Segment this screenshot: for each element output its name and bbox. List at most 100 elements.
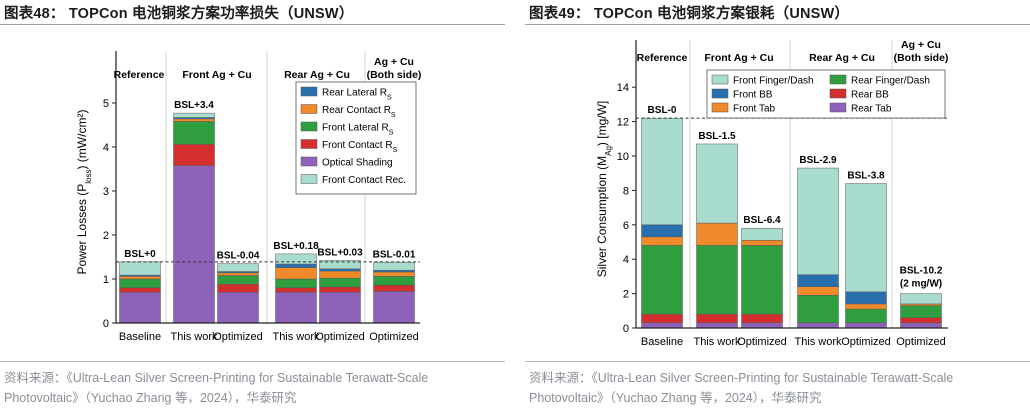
bar-segment-rear-finger-dash bbox=[845, 308, 887, 324]
bar-segment-rear-finger-dash bbox=[696, 245, 738, 315]
x-tick-label: This work bbox=[170, 331, 218, 343]
bar-segment-front-contact-rec bbox=[173, 112, 215, 118]
group-header: Ag + Cu (Both side) bbox=[894, 39, 949, 64]
bar-segment-rear-lateral-rs bbox=[319, 268, 361, 272]
legend-box bbox=[706, 69, 946, 119]
y-tick-label: 0 bbox=[103, 318, 109, 330]
bar-segment-optical-shading bbox=[173, 165, 215, 324]
bar-segment-front-lateral-rs bbox=[217, 275, 259, 285]
legend-swatch-front-tab bbox=[711, 102, 729, 113]
legend-label-rear-tab: Rear Tab bbox=[851, 104, 892, 115]
legend-swatch-optical-shading bbox=[300, 156, 318, 167]
bar-segment-rear-lateral-rs bbox=[373, 269, 415, 273]
y-tick-label: 10 bbox=[617, 151, 629, 163]
bar-segment-front-lateral-rs bbox=[275, 278, 317, 289]
x-tick-label: Optimized bbox=[841, 336, 891, 348]
bar-segment-rear-finger-dash bbox=[797, 295, 839, 324]
bar-segment-rear-contact-rs bbox=[275, 267, 317, 280]
y-axis-label: Power Losses (Ploss) (mW/cm²) bbox=[75, 110, 93, 275]
x-tick-label: This work bbox=[272, 331, 320, 343]
legend-swatch-front-finger-dash bbox=[711, 74, 729, 85]
y-tick-label: 0 bbox=[623, 323, 629, 335]
chart-legend: Rear Lateral RS Rear Contact RS Front Late… bbox=[295, 81, 417, 195]
figure-48-top-rule bbox=[0, 24, 505, 25]
legend-swatch-front-lateral-rs bbox=[300, 121, 318, 132]
y-tick-label: 4 bbox=[103, 142, 109, 154]
bar-segment-front-lateral-rs bbox=[373, 276, 415, 286]
bar-segment-rear-contact-rs bbox=[319, 270, 361, 279]
bar-segment-rear-contact-rs bbox=[373, 271, 415, 277]
bar-segment-front-tab bbox=[797, 286, 839, 296]
figure-48-title: 图表48： TOPCon 电池铜浆方案功率损失（UNSW） bbox=[4, 6, 354, 22]
bar-segment-rear-contact-rs bbox=[119, 276, 161, 280]
bar-segment-rear-bb bbox=[641, 313, 683, 324]
bar-segment-rear-tab bbox=[797, 322, 839, 329]
bar-segment-optical-shading bbox=[319, 291, 361, 324]
figure-49-title: 图表49： TOPCon 电池铜浆方案银耗（UNSW） bbox=[529, 6, 850, 22]
legend-swatch-rear-bb bbox=[829, 88, 847, 99]
legend-swatch-front-contact-rec bbox=[300, 174, 318, 184]
bar-segment-front-contact-rec bbox=[319, 260, 361, 270]
bar-segment-front-contact-rec bbox=[373, 262, 415, 271]
y-tick-label: 2 bbox=[623, 289, 629, 301]
bar-segment-optical-shading bbox=[217, 291, 259, 324]
figure-48-bottom-rule bbox=[0, 361, 505, 362]
bar-segment-front-tab bbox=[900, 303, 942, 306]
legend-label-front-bb: Front BB bbox=[733, 90, 773, 101]
bar-segment-rear-tab bbox=[900, 322, 942, 329]
x-tick-label: This work bbox=[794, 336, 842, 348]
x-tick-label: Optimized bbox=[213, 331, 263, 343]
y-tick-label: 5 bbox=[103, 98, 109, 110]
figure-49-source: 资料来源：《Ultra-Lean Silver Screen-Printing … bbox=[529, 371, 954, 405]
bar-segment-rear-tab bbox=[696, 322, 738, 329]
bar-data-label: BSL+0.18 bbox=[273, 241, 319, 252]
legend-swatch-rear-finger-dash bbox=[829, 74, 847, 85]
bar-segment-front-contact-rs bbox=[319, 286, 361, 293]
legend-label-front-lateral-rs: Front Lateral RS bbox=[322, 123, 394, 137]
bar-data-label: BSL-2.9 bbox=[799, 155, 837, 166]
bar-data-label: BSL-1.5 bbox=[698, 131, 736, 142]
bar-segment-front-contact-rs bbox=[119, 287, 161, 293]
bar-segment-front-bb bbox=[641, 224, 683, 238]
bar-segment-front-lateral-rs bbox=[173, 121, 215, 145]
legend-label-rear-lateral-rs: Rear Lateral RS bbox=[322, 88, 392, 102]
figure-48-source: 资料来源：《Ultra-Lean Silver Screen-Printing … bbox=[4, 371, 429, 405]
bar-data-label: BSL-10.2 (2 mg/W) bbox=[900, 266, 943, 290]
y-tick-label: 3 bbox=[103, 186, 109, 198]
x-tick-label: This work bbox=[693, 336, 741, 348]
group-header: Rear Ag + Cu bbox=[284, 69, 350, 81]
legend-label-optical-shading: Optical Shading bbox=[322, 158, 393, 169]
legend-label-front-contact-rs: Front Contact RS bbox=[322, 140, 398, 154]
bar-segment-front-finger-dash bbox=[641, 117, 683, 226]
bar-segment-optical-shading bbox=[373, 291, 415, 324]
x-tick-label: Optimized bbox=[737, 336, 787, 348]
bar-segment-front-contact-rec bbox=[119, 261, 161, 276]
legend-swatch-front-contact-rs bbox=[300, 139, 318, 149]
bar-segment-front-contact-rs bbox=[373, 284, 415, 292]
bar-data-label: BSL-6.4 bbox=[743, 215, 781, 226]
bar-segment-optical-shading bbox=[275, 291, 317, 324]
legend-label-front-finger-dash: Front Finger/Dash bbox=[733, 76, 814, 87]
bar-segment-optical-shading bbox=[119, 291, 161, 324]
y-tick-label: 2 bbox=[103, 230, 109, 242]
bar-segment-rear-tab bbox=[845, 322, 887, 329]
legend-label-rear-finger-dash: Rear Finger/Dash bbox=[851, 76, 930, 87]
bar-data-label: BSL+0 bbox=[124, 249, 156, 260]
legend-swatch-rear-contact-rs bbox=[300, 104, 318, 114]
y-tick-label: 6 bbox=[623, 220, 629, 232]
group-header: Rear Ag + Cu bbox=[809, 52, 875, 64]
bar-segment-front-contact-rs bbox=[275, 287, 317, 293]
bar-segment-front-bb bbox=[845, 291, 887, 305]
legend-swatch-front-bb bbox=[711, 88, 729, 99]
bar-data-label: BSL+3.4 bbox=[174, 100, 214, 111]
power-losses-chart: 0 1 2 3 4 5 Power Losses (Ploss) (mW/cm²) Basel… bbox=[75, 51, 421, 343]
bar-segment-front-bb bbox=[797, 274, 839, 287]
bar-segment-front-lateral-rs bbox=[119, 278, 161, 289]
bar-segment-front-tab bbox=[641, 236, 683, 246]
legend-label-rear-bb: Rear BB bbox=[851, 90, 889, 101]
silver-consumption-chart: 0 2 4 6 8 10 12 14 Silver Consumption (MAg) [mg/… bbox=[595, 39, 949, 348]
legend-label-rear-contact-rs: Rear Contact RS bbox=[322, 105, 396, 119]
bar-data-label: BSL-0.04 bbox=[217, 251, 260, 262]
y-tick-label: 8 bbox=[623, 185, 629, 197]
bar-segment-rear-tab bbox=[741, 322, 783, 329]
